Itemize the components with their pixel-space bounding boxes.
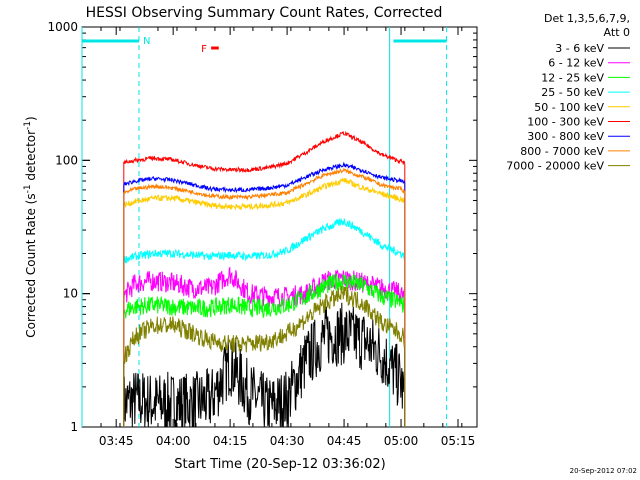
legend-label: 25 - 50 keV — [541, 86, 604, 99]
x-tick-label: 04:30 — [270, 434, 305, 448]
y-axis-label-sup1: -1 — [23, 184, 33, 193]
series-lines — [123, 130, 406, 428]
night-label: N — [143, 36, 150, 47]
legend-label: 12 - 25 keV — [541, 71, 604, 84]
legend: Det 1,3,5,6,7,9, Att 0 3 - 6 keV 6 - 12 k… — [506, 12, 630, 173]
flare-label: F — [201, 44, 207, 55]
legend-label: 6 - 12 keV — [548, 57, 604, 70]
series-line — [123, 302, 406, 428]
series-line — [123, 167, 406, 427]
legend-label: 100 - 300 keV — [527, 116, 604, 129]
y-tick-label: 10 — [63, 287, 78, 301]
x-tick-label: 05:15 — [441, 434, 476, 448]
y-axis: 1 10 100 1000 — [47, 20, 477, 434]
x-axis-label: Start Time (20-Sep-12 03:36:02) — [174, 457, 385, 472]
series-line — [123, 161, 406, 427]
legend-label: 7000 - 20000 keV — [506, 160, 604, 173]
series-line — [123, 217, 406, 427]
series-line — [123, 177, 406, 427]
legend-label: 300 - 800 keV — [527, 130, 604, 143]
legend-label: 800 - 7000 keV — [520, 145, 604, 158]
legend-header-line2: Att 0 — [604, 26, 630, 39]
x-tick-label: 04:45 — [327, 434, 362, 448]
series-line — [123, 130, 406, 427]
legend-label: 3 - 6 keV — [555, 42, 604, 55]
series-line — [123, 285, 406, 427]
x-tick-label: 05:00 — [384, 434, 419, 448]
x-axis: 03:45 04:00 04:15 04:30 04:45 05:00 05:15 — [81, 27, 476, 448]
y-axis-label-main: Corrected Count Rate (s — [24, 193, 38, 337]
y-axis-label-end: ) — [24, 116, 38, 121]
y-tick-label: 1 — [70, 420, 78, 434]
plot-area: 1 10 100 1000 03:45 04:00 04:15 04:30 04:45 05:0… — [47, 20, 478, 448]
x-tick-label: 03:45 — [99, 434, 134, 448]
x-tick-label: 04:15 — [213, 434, 248, 448]
footer-date: 20-Sep-2012 07:02 — [570, 467, 637, 475]
plot-frame — [81, 26, 478, 428]
y-axis-label: Corrected Count Rate (s-1 detector-1) — [23, 116, 38, 337]
series-line — [123, 274, 406, 427]
y-tick-label: 100 — [55, 153, 78, 167]
x-tick-label: 04:00 — [156, 434, 191, 448]
y-axis-label-sup2: -1 — [23, 121, 33, 130]
chart-title: HESSI Observing Summary Count Rates, Cor… — [86, 5, 443, 21]
legend-header-line1: Det 1,3,5,6,7,9, — [544, 12, 630, 25]
y-tick-label: 1000 — [47, 20, 78, 34]
y-axis-label-mid: detector — [24, 130, 38, 185]
legend-label: 50 - 100 keV — [534, 101, 604, 114]
